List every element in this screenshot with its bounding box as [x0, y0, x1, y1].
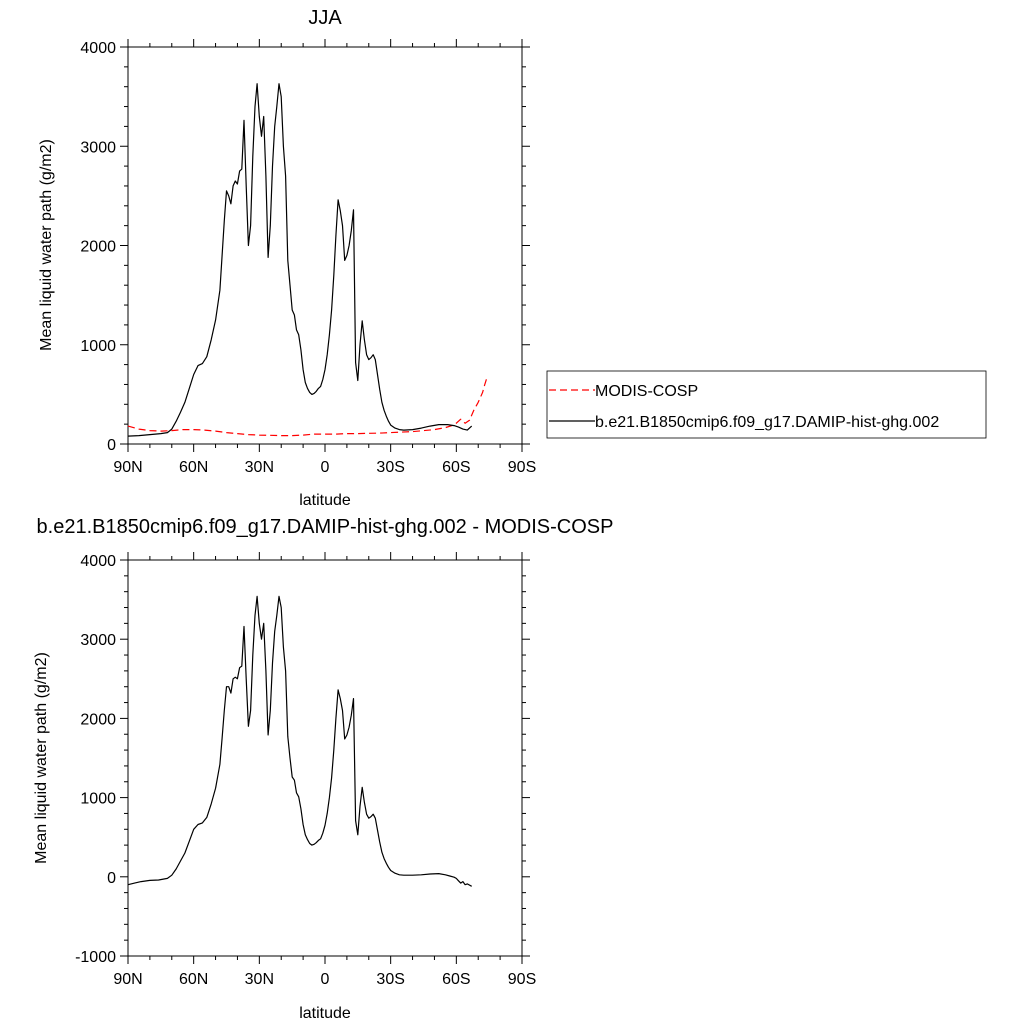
x-axis: 90N 60N 30N 0 30S 60S 90S [113, 39, 536, 476]
y-tick-label: 1000 [80, 338, 116, 355]
x-tick-label: 30N [245, 971, 274, 988]
legend-label-model: b.e21.B1850cmip6.f09_g17.DAMIP-hist-ghg.… [595, 414, 939, 431]
x-tick-label: 0 [321, 971, 330, 988]
y-tick-label: 3000 [80, 139, 116, 156]
x-tick-label: 30S [376, 971, 404, 988]
y-tick-label: 4000 [80, 40, 116, 57]
series-line-b-e21-b1850cmip6-f09-g17-damip-hist-ghg-002 [127, 83, 473, 437]
series-line-difference-0 [127, 595, 472, 887]
bottom-panel-difference: b.e21.B1850cmip6.f09_g17.DAMIP-hist-ghg.… [33, 516, 613, 1022]
series-line-modis-cosp [127, 377, 488, 437]
series-group [127, 595, 472, 887]
y-tick-label: 4000 [80, 553, 116, 570]
x-tick-label: 90S [508, 971, 536, 988]
y-tick-label: 3000 [80, 632, 116, 649]
y-axis-label: Mean liquid water path (g/m2) [38, 139, 55, 351]
y-tick-label: 2000 [80, 711, 116, 728]
legend-box [546, 370, 987, 439]
plot-frame [127, 559, 523, 957]
series-group [127, 83, 488, 437]
x-tick-label: 90N [113, 459, 142, 476]
x-tick-label: 60N [179, 459, 208, 476]
y-axis: -1000 0 1000 2000 3000 4000 [75, 553, 530, 966]
x-tick-label: 60N [179, 971, 208, 988]
y-axis: 0 1000 2000 3000 4000 [80, 40, 530, 454]
x-tick-label: 30S [376, 459, 404, 476]
legend-label-modis-cosp: MODIS-COSP [595, 383, 698, 400]
y-tick-label: 0 [107, 870, 116, 887]
legend: MODIS-COSP b.e21.B1850cmip6.f09_g17.DAMI… [546, 370, 987, 439]
y-tick-label: 0 [107, 437, 116, 454]
plot-frame [127, 46, 523, 445]
chart-title: JJA [308, 7, 342, 29]
x-tick-label: 90N [113, 971, 142, 988]
x-axis-label: latitude [299, 492, 351, 509]
y-axis-label: Mean liquid water path (g/m2) [33, 652, 50, 864]
x-tick-label: 30N [245, 459, 274, 476]
x-tick-label: 60S [442, 971, 470, 988]
x-tick-label: 90S [508, 459, 536, 476]
y-tick-label: 1000 [80, 791, 116, 808]
x-tick-label: 60S [442, 459, 470, 476]
x-axis-label: latitude [299, 1005, 351, 1022]
y-tick-label: 2000 [80, 239, 116, 256]
x-tick-label: 0 [321, 459, 330, 476]
chart-title: b.e21.B1850cmip6.f09_g17.DAMIP-hist-ghg.… [37, 516, 614, 538]
x-axis: 90N 60N 30N 0 30S 60S 90S [113, 552, 536, 988]
y-tick-label: -1000 [75, 949, 116, 966]
